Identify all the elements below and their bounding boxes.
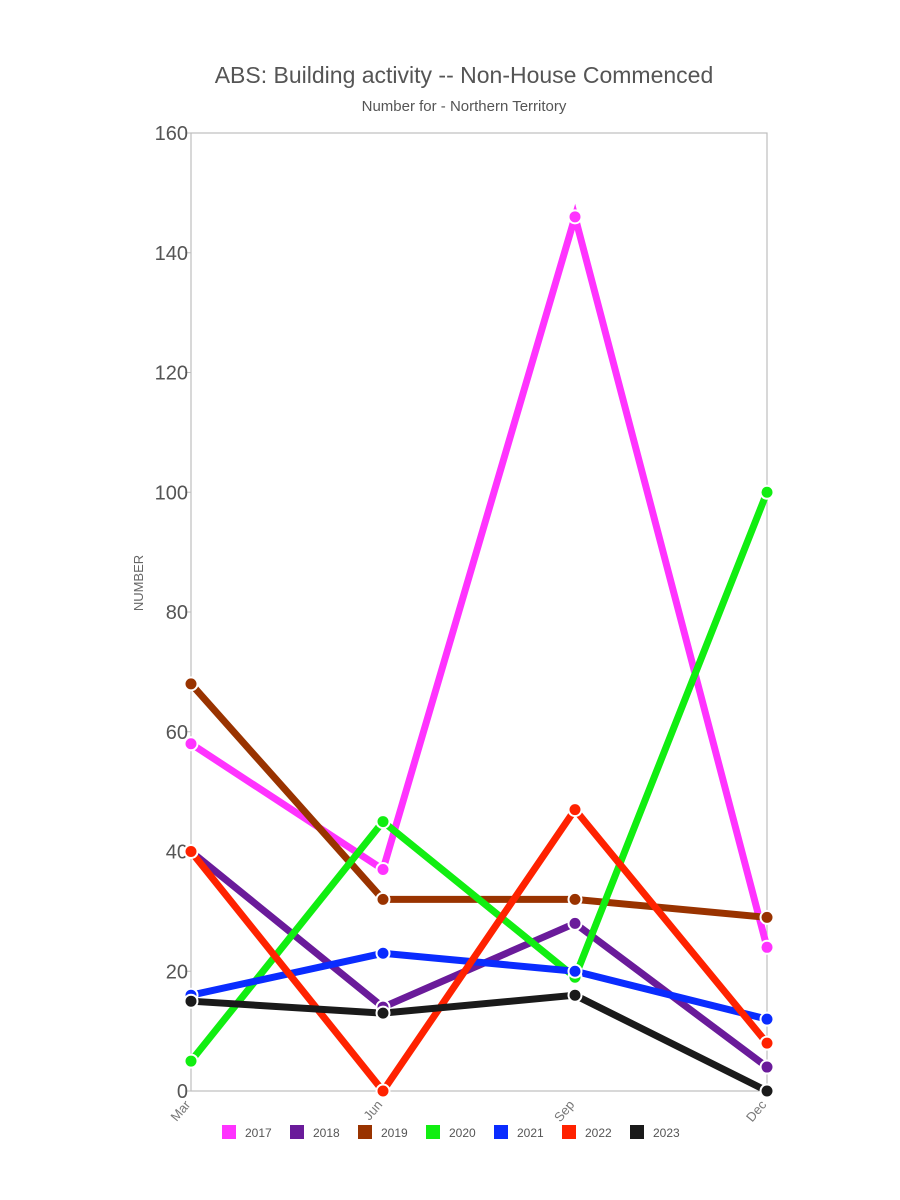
y-tick-label: 60 bbox=[166, 722, 188, 744]
y-axis-label: NUMBER bbox=[131, 555, 146, 611]
data-point-2023[interactable] bbox=[375, 1005, 391, 1021]
series-line-2017 bbox=[189, 203, 771, 949]
x-tick-label: Mar bbox=[167, 1097, 193, 1124]
data-point-2020[interactable] bbox=[183, 1053, 199, 1069]
data-point-2023[interactable] bbox=[183, 993, 199, 1009]
data-point-2021[interactable] bbox=[567, 963, 583, 979]
legend-label-2021[interactable]: 2021 bbox=[517, 1126, 544, 1140]
data-point-2020[interactable] bbox=[375, 814, 391, 830]
data-point-2023[interactable] bbox=[567, 987, 583, 1003]
legend-swatch-2023[interactable] bbox=[630, 1125, 644, 1139]
y-tick-label: 100 bbox=[155, 482, 188, 504]
y-tick-label: 40 bbox=[166, 842, 188, 864]
legend-label-2020[interactable]: 2020 bbox=[449, 1126, 476, 1140]
data-point-2017[interactable] bbox=[759, 939, 775, 955]
legend-label-2018[interactable]: 2018 bbox=[313, 1126, 340, 1140]
x-tick-label: Jun bbox=[360, 1097, 385, 1123]
legend-label-2017[interactable]: 2017 bbox=[245, 1126, 272, 1140]
legend-swatch-2019[interactable] bbox=[358, 1125, 372, 1139]
y-tick-label: 160 bbox=[155, 123, 188, 145]
data-point-2018[interactable] bbox=[567, 915, 583, 931]
legend-swatch-2021[interactable] bbox=[494, 1125, 508, 1139]
data-point-2017[interactable] bbox=[567, 209, 583, 225]
data-point-2019[interactable] bbox=[183, 676, 199, 692]
legend-label-2022[interactable]: 2022 bbox=[585, 1126, 612, 1140]
data-point-2021[interactable] bbox=[759, 1011, 775, 1027]
legend-swatch-2022[interactable] bbox=[562, 1125, 576, 1139]
x-tick-label: Sep bbox=[551, 1097, 577, 1124]
data-point-2018[interactable] bbox=[759, 1059, 775, 1075]
y-tick-label: 0 bbox=[177, 1081, 188, 1103]
y-tick-label: 20 bbox=[166, 961, 188, 983]
data-point-2017[interactable] bbox=[375, 861, 391, 877]
data-point-2022[interactable] bbox=[759, 1035, 775, 1051]
data-point-2019[interactable] bbox=[375, 891, 391, 907]
legend-swatch-2017[interactable] bbox=[222, 1125, 236, 1139]
data-point-2022[interactable] bbox=[375, 1083, 391, 1099]
series-line-2022 bbox=[188, 803, 770, 1097]
y-tick-label: 80 bbox=[166, 602, 188, 624]
legend-swatch-2020[interactable] bbox=[426, 1125, 440, 1139]
legend-label-2019[interactable]: 2019 bbox=[381, 1126, 408, 1140]
legend-swatch-2018[interactable] bbox=[290, 1125, 304, 1139]
data-point-2020[interactable] bbox=[759, 484, 775, 500]
data-point-2017[interactable] bbox=[183, 736, 199, 752]
series-line-2023 bbox=[190, 991, 769, 1095]
y-tick-label: 140 bbox=[155, 243, 188, 265]
data-point-2021[interactable] bbox=[375, 945, 391, 961]
data-point-2022[interactable] bbox=[183, 844, 199, 859]
chart-subtitle: Number for - Northern Territory bbox=[361, 98, 567, 115]
data-point-2019[interactable] bbox=[759, 909, 775, 925]
series-line-2020 bbox=[188, 490, 771, 1064]
y-tick-label: 120 bbox=[155, 363, 188, 385]
data-point-2022[interactable] bbox=[567, 802, 583, 818]
x-tick-label: Dec bbox=[743, 1097, 770, 1125]
data-point-2023[interactable] bbox=[759, 1083, 775, 1099]
legend-label-2023[interactable]: 2023 bbox=[653, 1126, 680, 1140]
chart-title: ABS: Building activity -- Non-House Comm… bbox=[214, 62, 714, 88]
data-point-2019[interactable] bbox=[567, 891, 583, 907]
